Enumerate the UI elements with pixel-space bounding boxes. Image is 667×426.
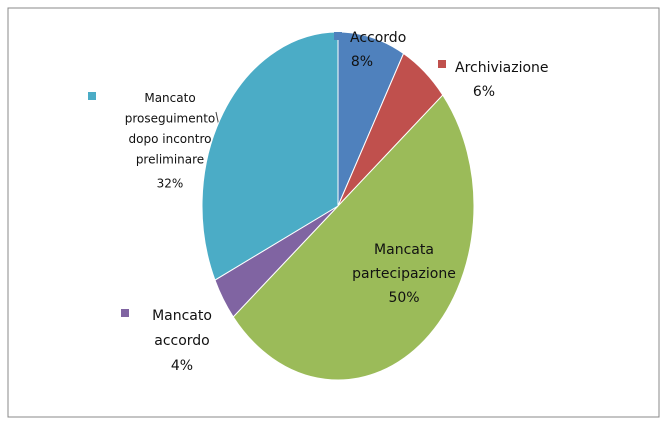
legend-swatch — [438, 60, 446, 68]
slice-label: Archiviazione — [455, 60, 549, 76]
value-label: 50% — [388, 290, 419, 306]
pie-slice — [201, 31, 339, 281]
legend-swatch — [88, 92, 96, 100]
label-line: Mancata — [374, 242, 434, 258]
label-line: Mancato — [152, 308, 212, 324]
value-label: 4% — [171, 358, 193, 374]
value-label: 8% — [351, 54, 373, 70]
label-line: preliminare — [136, 152, 204, 166]
slice-label: Mancata partecipazione — [352, 242, 456, 282]
label-line: Mancato — [144, 91, 195, 105]
label-line: dopo incontro — [129, 132, 212, 146]
label-line: partecipazione — [352, 266, 456, 282]
legend-swatch — [334, 32, 342, 40]
label-line: Accordo — [350, 30, 406, 46]
label-line: Archiviazione — [455, 60, 549, 76]
pie-slice — [232, 94, 475, 381]
value-label: 6% — [473, 84, 495, 100]
label-line: proseguimento — [125, 111, 216, 125]
slice-label: Mancato proseguimento dopo incontro prelimi… — [125, 91, 216, 167]
slice-label: Accordo — [350, 30, 406, 46]
value-label: 32% — [157, 177, 184, 191]
legend-swatch — [121, 309, 129, 317]
slice-label: Mancato accordo — [152, 308, 212, 349]
label-line: accordo — [154, 333, 210, 349]
